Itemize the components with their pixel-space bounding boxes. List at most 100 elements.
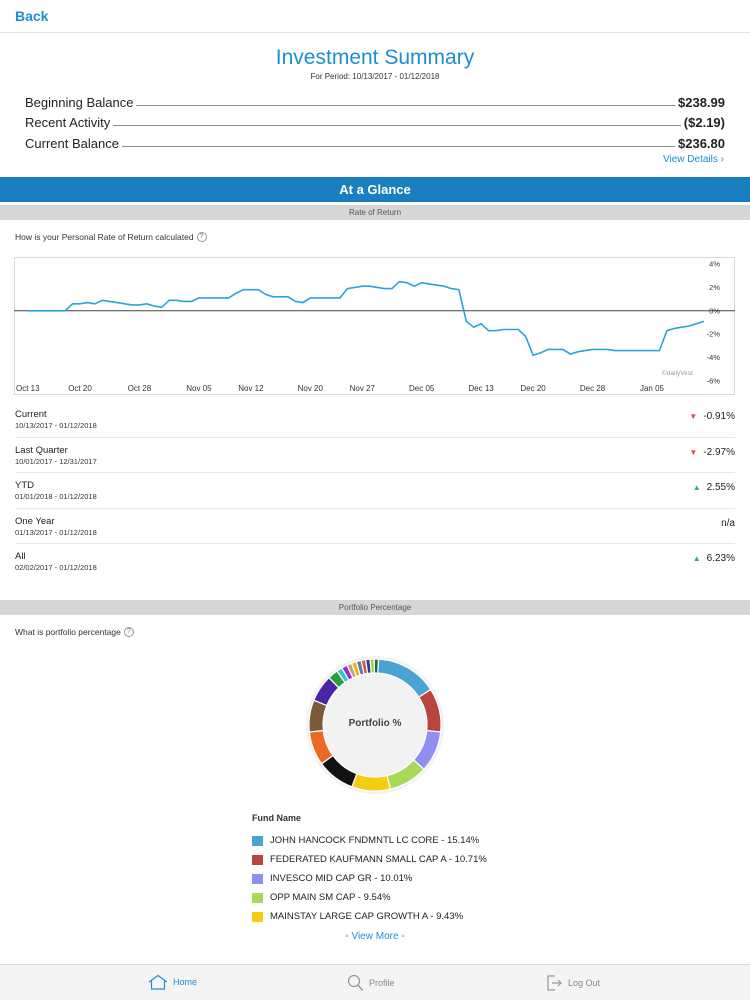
donut-shadow	[306, 656, 444, 794]
balance-amount: $236.80	[678, 136, 725, 151]
legend-item: FEDERATED KAUFMANN SMALL CAP A - 10.71%	[252, 850, 487, 869]
dot-icon: ◦	[398, 931, 405, 942]
rate-of-return-list: Current 10/13/2017 - 01/12/2018 ▼ -0.91% Las…	[15, 402, 735, 580]
x-tick-label: Dec 13	[468, 384, 494, 393]
y-tick-label: -6%	[707, 377, 721, 386]
back-button[interactable]: Back	[15, 8, 49, 24]
leader-line	[121, 146, 675, 147]
ror-period-name: YTD	[15, 480, 34, 491]
ror-row: Current 10/13/2017 - 01/12/2018 ▼ -0.91%	[15, 402, 735, 438]
ror-value-text: n/a	[721, 517, 735, 529]
legend-item: MAINSTAY LARGE CAP GROWTH A - 9.43%	[252, 907, 487, 926]
portfolio-help-text: What is portfolio percentage	[15, 627, 121, 637]
leader-line	[113, 125, 681, 126]
ror-value-text: 6.23%	[706, 553, 735, 564]
profile-icon	[347, 974, 364, 991]
portfolio-percentage-section-header: Portfolio Percentage	[0, 600, 750, 615]
x-tick-label: Dec 05	[409, 384, 435, 393]
donut-svg	[306, 656, 444, 794]
view-more-label: View More	[351, 931, 399, 942]
tab-profile[interactable]: Profile	[346, 974, 395, 992]
legend-item: OPP MAIN SM CAP - 9.54%	[252, 888, 487, 907]
ror-period-name: All	[15, 551, 26, 562]
ror-value-text: -2.97%	[703, 446, 735, 458]
legend-label: MAINSTAY LARGE CAP GROWTH A - 9.43%	[270, 911, 464, 922]
y-tick-label: 0%	[709, 306, 720, 315]
legend-swatch	[252, 911, 263, 922]
view-details-label: View Details	[663, 154, 718, 165]
ror-help-link[interactable]: How is your Personal Rate of Return calc…	[15, 232, 207, 242]
balance-label: Current Balance	[25, 136, 119, 151]
chevron-right-icon: ›	[720, 154, 724, 165]
tab-bar: Home Profile Log Out	[0, 964, 750, 1000]
home-icon	[148, 974, 168, 990]
rate-of-return-section-header: Rate of Return	[0, 205, 750, 220]
tab-label: Profile	[369, 978, 395, 988]
y-tick-label: -2%	[707, 330, 721, 339]
ror-period-dates: 01/13/2017 - 01/12/2018	[15, 527, 97, 537]
ror-row: All 02/02/2017 - 01/12/2018 ▲ 6.23%	[15, 544, 735, 580]
legend-label: JOHN HANCOCK FNDMNTL LC CORE - 15.14%	[270, 835, 480, 846]
y-tick-label: 2%	[709, 283, 720, 292]
tab-home[interactable]: Home	[148, 974, 197, 990]
trend-up-icon: ▲	[692, 483, 701, 492]
y-tick-label: -4%	[707, 353, 721, 362]
balance-label: Recent Activity	[25, 115, 111, 130]
ror-help-text: How is your Personal Rate of Return calc…	[15, 232, 194, 242]
trend-up-icon: ▲	[692, 554, 701, 563]
rate-of-return-chart: 4% 2% 0% -2% -4% -6% Oct 13 Oct 20 Oct 28 Nov 05…	[14, 257, 735, 395]
x-tick-label: Jan 05	[640, 384, 665, 393]
view-more-link[interactable]: ◦ View More ◦	[0, 931, 750, 942]
x-tick-label: Dec 20	[520, 384, 546, 393]
tab-label: Log Out	[568, 978, 601, 988]
ror-value: n/a	[721, 518, 735, 529]
chart-watermark: ©dailyVest	[662, 369, 693, 377]
ror-value: ▼ -2.97%	[689, 447, 735, 458]
balance-label: Beginning Balance	[25, 95, 134, 110]
ror-period-name: Last Quarter	[15, 444, 68, 456]
ror-value: ▼ -0.91%	[689, 411, 735, 422]
balance-amount: $238.99	[678, 95, 725, 110]
tab-label: Home	[173, 977, 198, 987]
trend-down-icon: ▼	[689, 447, 698, 457]
portfolio-help-link[interactable]: What is portfolio percentage ?	[15, 627, 134, 637]
x-tick-label: Nov 12	[238, 384, 264, 393]
chart-frame	[14, 257, 735, 395]
period-text: For Period: 10/13/2017 - 01/12/2018	[310, 72, 440, 81]
ror-period-dates: 10/01/2017 - 12/31/2017	[15, 456, 97, 466]
balance-row-recent: Recent Activity ($2.19)	[25, 110, 725, 130]
ror-period-dates: 10/13/2017 - 01/12/2018	[15, 421, 97, 430]
legend-label: OPP MAIN SM CAP - 9.54%	[270, 892, 391, 903]
ror-period-name: One Year	[15, 515, 55, 527]
tab-logout[interactable]: Log Out	[545, 974, 600, 992]
ror-period-name: Current	[15, 409, 47, 420]
legend-label: INVESCO MID CAP GR - 10.01%	[270, 873, 413, 884]
legend-swatch	[252, 854, 263, 865]
legend-label: FEDERATED KAUFMANN SMALL CAP A - 10.71%	[270, 854, 487, 865]
x-tick-label: Oct 20	[68, 384, 92, 393]
legend-swatch	[252, 873, 263, 884]
ror-row: YTD 01/01/2018 - 01/12/2018 ▲ 2.55%	[15, 473, 735, 509]
ror-row: One Year 01/13/2017 - 01/12/2018 n/a	[15, 509, 735, 544]
legend-swatch	[252, 835, 263, 846]
y-tick-label: 4%	[709, 260, 720, 269]
view-details-link[interactable]: View Details ›	[663, 154, 724, 165]
at-a-glance-header: At a Glance	[0, 177, 750, 202]
balance-row-current: Current Balance $236.80	[25, 131, 725, 151]
legend-swatch	[252, 892, 263, 903]
x-tick-label: Oct 13	[16, 384, 40, 393]
donut-center-label: Portfolio %	[348, 718, 402, 729]
top-bar: Back	[0, 0, 750, 33]
ror-value: ▲ 6.23%	[693, 553, 735, 564]
question-icon: ?	[196, 232, 207, 242]
trend-down-icon: ▼	[689, 412, 698, 421]
balance-row-beginning: Beginning Balance $238.99	[25, 90, 725, 110]
question-icon: ?	[123, 627, 134, 637]
x-tick-label: Nov 05	[186, 384, 212, 393]
balance-amount: ($2.19)	[683, 115, 725, 130]
leader-line	[136, 105, 675, 106]
ror-row: Last Quarter 10/01/2017 - 12/31/2017 ▼ -2.9…	[15, 438, 735, 473]
legend-title: Fund Name	[252, 813, 302, 823]
page-title: Investment Summary	[275, 46, 475, 69]
ror-value-text: 2.55%	[706, 482, 735, 493]
